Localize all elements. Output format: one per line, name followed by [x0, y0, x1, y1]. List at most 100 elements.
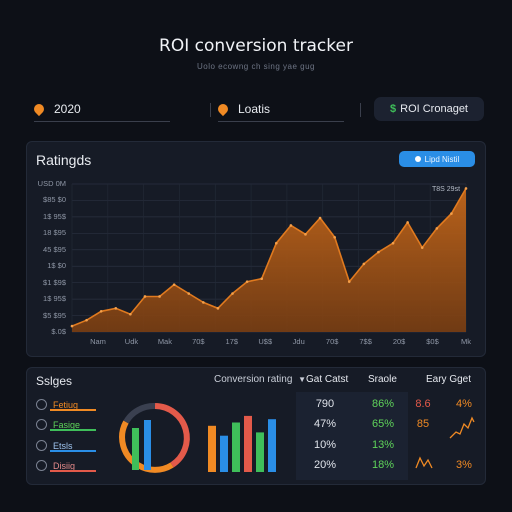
year-filter[interactable]: 2020 — [31, 96, 170, 122]
mini-bar — [268, 419, 276, 472]
x-tick-label: Jdu — [292, 337, 305, 346]
roi-button[interactable]: $ ROI Cronaget — [374, 97, 484, 121]
cost-value: 47% — [313, 418, 337, 430]
y-tick-label: $5 $95 — [43, 310, 66, 320]
location-filter-value: Loatis — [238, 102, 271, 116]
series-points — [70, 187, 468, 328]
early-secondary-value: 3% — [456, 459, 472, 471]
data-point — [187, 292, 191, 295]
mini-bar-chart — [208, 415, 276, 472]
x-tick-label: 7$$ — [359, 337, 372, 346]
data-point — [391, 241, 395, 245]
x-tick-label: Mak — [157, 337, 172, 346]
column-header-cost: Gat Catst — [306, 374, 349, 385]
x-tick-label: 70$ — [192, 337, 205, 346]
y-tick-label: USD 0M — [37, 179, 66, 188]
mini-bar — [220, 435, 228, 472]
peak-label: T8S 29st — [432, 186, 461, 193]
filter-separator — [360, 103, 361, 117]
badge-label: Lipd Nistil — [424, 154, 460, 164]
y-tick-label: $85 $0 — [43, 195, 66, 205]
donut-bar — [144, 420, 151, 470]
data-point — [304, 233, 307, 236]
y-tick-label: 1$ 95$ — [43, 211, 66, 221]
data-point — [143, 295, 147, 298]
location-filter[interactable]: Loatis — [215, 96, 344, 122]
donut-arc-orange — [136, 462, 174, 473]
legend-line — [50, 409, 96, 411]
legend-label: Fasige — [53, 419, 81, 430]
y-tick-label: $.0$ — [51, 327, 66, 336]
cost-column-highlight — [296, 392, 408, 480]
legend-item[interactable]: Fetiug — [36, 399, 78, 410]
year-filter-value: 2020 — [54, 102, 81, 116]
sales-panel-title: Sslges — [36, 374, 73, 388]
data-point — [464, 187, 468, 190]
y-tick-label: 1$ $0 — [47, 261, 66, 271]
year-filter-underline — [34, 121, 170, 122]
y-tick-label: $1 $9$ — [43, 277, 66, 287]
filter-separator — [210, 103, 211, 117]
mini-bar — [256, 432, 264, 472]
x-tick-label: 20$ — [392, 337, 406, 346]
x-tick-label: U$$ — [258, 337, 273, 346]
data-point — [274, 241, 278, 245]
radio-icon — [36, 419, 47, 430]
x-tick-label: Mk — [461, 337, 471, 346]
legend-item[interactable]: Fasige — [36, 419, 80, 430]
mini-bar — [244, 415, 252, 472]
sparkline-chart — [415, 416, 475, 469]
page-subtitle: Uolo ecowng ch sing yae gug — [196, 62, 315, 71]
conversion-dropdown-value: Conversion rating — [214, 374, 293, 385]
sparkline-lower — [415, 456, 433, 469]
legend-label: Fetiug — [53, 399, 79, 410]
chart-badge-button[interactable]: Lipd Nistil — [399, 151, 475, 167]
legend-line — [50, 470, 96, 472]
data-point — [158, 295, 161, 298]
data-point — [318, 216, 322, 220]
chevron-down-icon: ▼ — [298, 375, 307, 384]
early-value: 8.6 — [415, 398, 431, 410]
cost-value: 10% — [313, 439, 337, 451]
data-point — [377, 250, 380, 254]
donut-arc-red — [154, 403, 190, 468]
data-point — [99, 309, 103, 313]
data-point — [450, 212, 453, 215]
column-header-scale: Sraole — [368, 374, 397, 385]
data-point — [70, 324, 74, 328]
data-point — [406, 221, 409, 224]
data-point — [245, 280, 249, 283]
series-area — [72, 188, 466, 332]
x-tick-label: 70$ — [325, 337, 339, 346]
mini-bar — [232, 422, 240, 472]
scale-value: 18% — [371, 459, 395, 471]
legend-item[interactable]: Etsls — [36, 440, 73, 451]
mini-bar — [208, 425, 216, 472]
data-point — [420, 246, 424, 249]
column-header-early: Eary Gget — [426, 374, 472, 385]
dollar-icon: $ — [390, 103, 397, 115]
x-tick-label: Nam — [90, 337, 106, 346]
early-value: 85 — [416, 418, 430, 430]
data-point — [260, 277, 264, 281]
radio-icon — [36, 440, 47, 451]
data-point — [85, 318, 88, 322]
legend-item[interactable]: Disiig — [36, 460, 75, 471]
sparkline-upper — [449, 416, 475, 439]
x-tick-label: $0$ — [426, 337, 439, 346]
page-title: ROI conversion tracker — [159, 36, 353, 56]
cost-value: 20% — [313, 459, 337, 471]
location-filter-underline — [218, 121, 344, 122]
y-tick-label: 1$ 95$ — [43, 294, 66, 304]
data-point — [202, 301, 205, 304]
radio-icon — [36, 460, 47, 471]
donut-bar — [132, 428, 139, 470]
legend-label: Etsls — [53, 440, 73, 451]
donut-chart — [119, 402, 190, 473]
scale-value: 13% — [371, 439, 395, 451]
conversion-dropdown[interactable]: Conversion rating ▼ — [214, 374, 306, 385]
donut-arc-track — [123, 402, 156, 424]
data-point — [347, 280, 351, 283]
y-tick-label: 18 $95 — [43, 228, 66, 238]
radio-icon — [36, 399, 47, 410]
